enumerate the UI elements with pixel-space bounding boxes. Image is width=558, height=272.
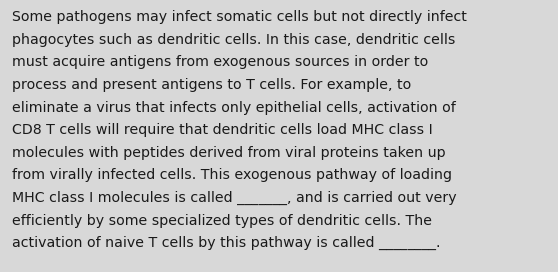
Text: efficiently by some specialized types of dendritic cells. The: efficiently by some specialized types of…: [12, 214, 432, 227]
Text: must acquire antigens from exogenous sources in order to: must acquire antigens from exogenous sou…: [12, 55, 429, 69]
Text: MHC class I molecules is called _______, and is carried out very: MHC class I molecules is called _______,…: [12, 191, 457, 205]
Text: from virally infected cells. This exogenous pathway of loading: from virally infected cells. This exogen…: [12, 168, 453, 182]
Text: activation of naive T cells by this pathway is called ________.: activation of naive T cells by this path…: [12, 236, 441, 250]
Text: eliminate a virus that infects only epithelial cells, activation of: eliminate a virus that infects only epit…: [12, 101, 456, 115]
Text: phagocytes such as dendritic cells. In this case, dendritic cells: phagocytes such as dendritic cells. In t…: [12, 33, 456, 47]
Text: CD8 T cells will require that dendritic cells load MHC class I: CD8 T cells will require that dendritic …: [12, 123, 433, 137]
Text: molecules with peptides derived from viral proteins taken up: molecules with peptides derived from vir…: [12, 146, 446, 160]
Text: Some pathogens may infect somatic cells but not directly infect: Some pathogens may infect somatic cells …: [12, 10, 467, 24]
Text: process and present antigens to T cells. For example, to: process and present antigens to T cells.…: [12, 78, 412, 92]
